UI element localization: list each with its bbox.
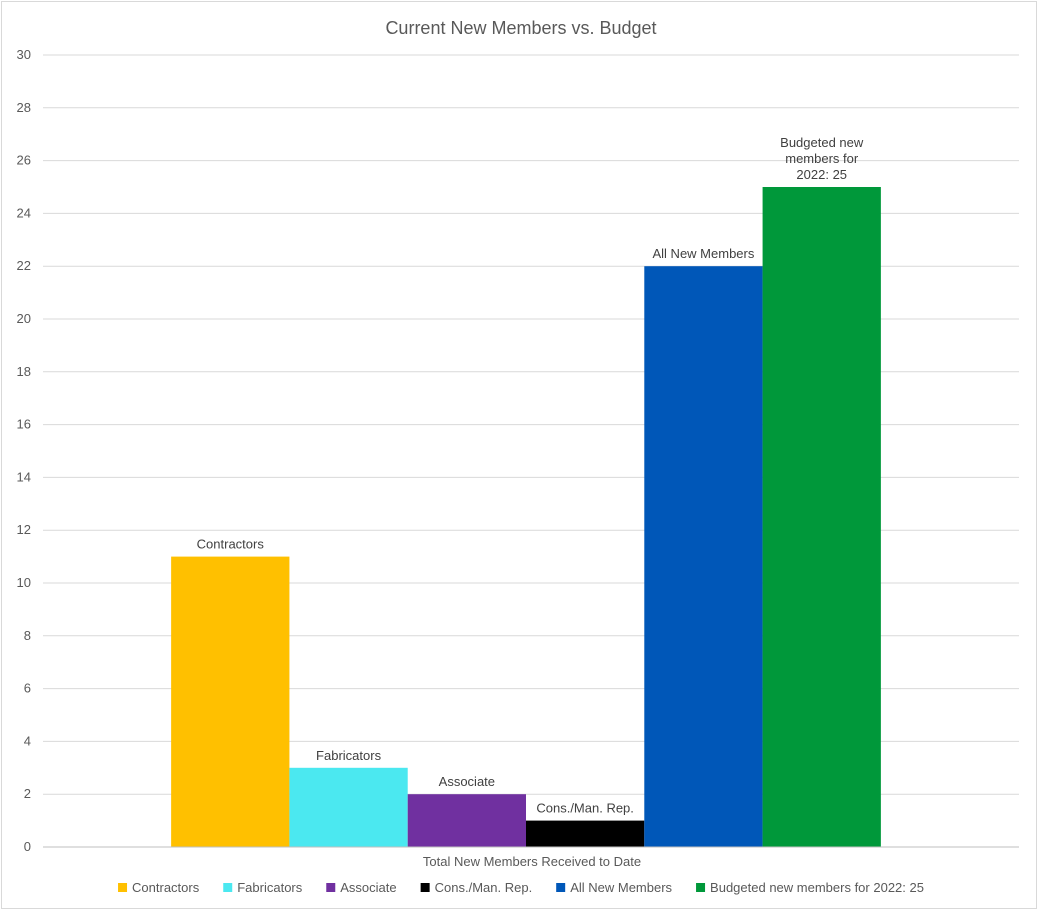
legend-swatch (420, 883, 430, 892)
data-labels: Contractors Fabricators Associate Cons./Man… (197, 135, 864, 816)
y-tick-label: 24 (17, 205, 31, 220)
y-tick-label: 0 (24, 839, 31, 854)
legend: Contractors Fabricators Associate Cons./Man… (118, 880, 924, 895)
bar-contractors (171, 556, 290, 847)
y-tick-label: 6 (24, 681, 31, 696)
y-tick-label: 14 (17, 469, 31, 484)
legend-swatch (556, 883, 566, 892)
legend-entry: Cons./Man. Rep. (435, 880, 533, 895)
legend-swatch (696, 883, 706, 892)
bars (171, 187, 881, 847)
data-label: members for (785, 151, 859, 166)
y-tick-label: 8 (24, 628, 31, 643)
bar-fabricators (289, 767, 408, 847)
legend-entry: Contractors (132, 880, 200, 895)
y-tick-label: 2 (24, 786, 31, 801)
data-label: Associate (439, 774, 495, 789)
legend-entry: All New Members (570, 880, 672, 895)
y-tick-label: 18 (17, 364, 31, 379)
y-tick-label: 20 (17, 311, 31, 326)
data-label: Fabricators (316, 748, 382, 763)
legend-entry: Associate (340, 880, 396, 895)
data-label: Budgeted new (780, 135, 864, 150)
bar-all-new-members (644, 266, 763, 847)
bar-associate (407, 794, 526, 847)
y-tick-label: 10 (17, 575, 31, 590)
y-tick-label: 26 (17, 153, 31, 168)
legend-entry: Budgeted new members for 2022: 25 (710, 880, 924, 895)
data-label: All New Members (653, 246, 755, 261)
data-label: 2022: 25 (796, 167, 847, 182)
data-label: Cons./Man. Rep. (536, 801, 634, 816)
bar-cons-man-rep (526, 820, 645, 847)
legend-swatch (326, 883, 336, 892)
y-tick-label: 28 (17, 100, 31, 115)
chart-title: Current New Members vs. Budget (385, 18, 656, 38)
x-axis-category-label: Total New Members Received to Date (423, 854, 641, 869)
y-tick-label: 22 (17, 258, 31, 273)
y-tick-label: 16 (17, 417, 31, 432)
legend-swatch (118, 883, 128, 892)
legend-swatch (223, 883, 233, 892)
bar-budgeted-new-members-for-2022-25 (762, 187, 881, 847)
y-tick-label: 30 (17, 47, 31, 62)
data-label: Contractors (197, 537, 265, 552)
y-tick-label: 4 (24, 733, 31, 748)
y-tick-label: 12 (17, 522, 31, 537)
legend-entry: Fabricators (237, 880, 303, 895)
